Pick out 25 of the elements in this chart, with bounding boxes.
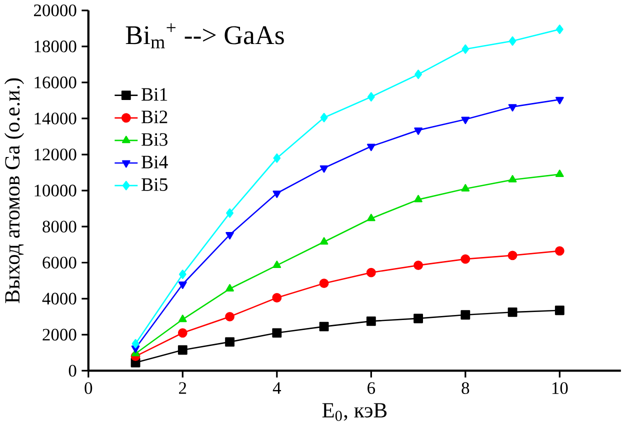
y-tick-label: 2000 [42, 328, 76, 340]
legend-label: Bi3 [142, 132, 168, 146]
legend-label: Bi4 [142, 156, 168, 168]
legend-label: Bi2 [142, 110, 168, 123]
x-axis-title: E$_{0}$, кэВ [322, 403, 387, 421]
y-tick-label: 8000 [42, 220, 76, 232]
x-tick-label: 4 [272, 382, 282, 394]
y-tick-label: 0 [68, 364, 76, 376]
y-tick-label: 6000 [42, 256, 76, 268]
x-tick-label: 0 [84, 382, 92, 394]
y-tick-label: 18000 [34, 40, 76, 52]
y-tick-label: 12000 [34, 148, 76, 160]
y-tick-label: 10000 [34, 184, 76, 196]
y-tick-label: 14000 [34, 112, 76, 124]
x-tick-label: 6 [368, 382, 376, 394]
x-tick-label: 8 [462, 382, 470, 394]
chart-title: Bi$_{m}$$^{+}$ --> GaAs [126, 23, 284, 48]
y-tick-label: 16000 [34, 76, 76, 88]
x-tick-label: 10 [552, 382, 568, 394]
y-axis-title: Выход атомов Ga (о.е.и.) [4, 78, 24, 303]
y-tick-label: 20000 [34, 4, 76, 16]
y-tick-label: 4000 [42, 292, 76, 304]
legend-label: Bi1 [142, 88, 168, 100]
x-tick-label: 2 [179, 382, 186, 394]
legend-label: Bi5 [142, 178, 168, 191]
